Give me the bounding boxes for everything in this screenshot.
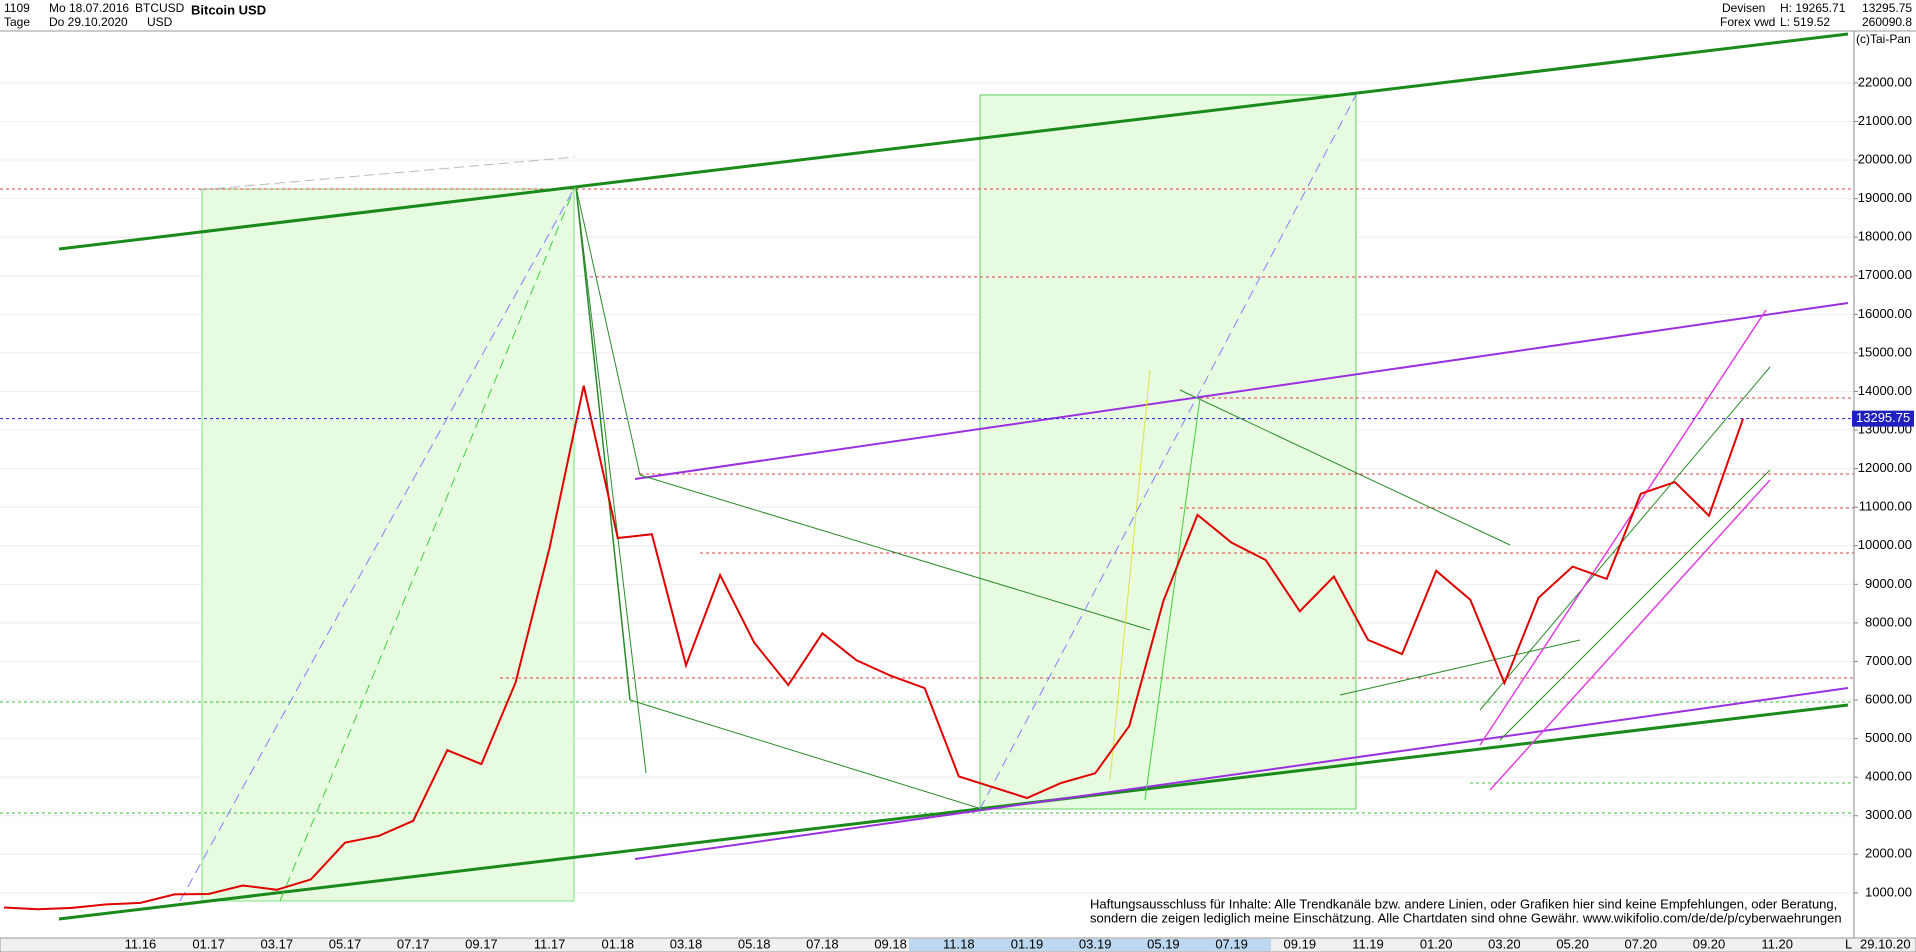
x-tick-label: 01.18 xyxy=(602,936,635,951)
market: Devisen xyxy=(1722,1,1765,15)
y-tick-label: 1000.00 xyxy=(1865,884,1912,899)
x-tick-label: 09.20 xyxy=(1693,936,1726,951)
y-tick-label: 4000.00 xyxy=(1865,769,1912,784)
box xyxy=(201,188,575,902)
y-tick-label: 3000.00 xyxy=(1865,807,1912,822)
volume: 260090.8 xyxy=(1862,15,1912,29)
trend-line xyxy=(634,687,1849,860)
trend-line xyxy=(58,703,1849,921)
y-tick-label: 10000.00 xyxy=(1858,537,1912,552)
trend-line xyxy=(279,186,576,902)
period[interactable]: Tage xyxy=(4,15,30,29)
trend-line xyxy=(634,302,1849,480)
y-tick-label: 16000.00 xyxy=(1858,306,1912,321)
trend-line xyxy=(1489,479,1771,791)
trend-line xyxy=(639,474,1151,631)
trend-line xyxy=(629,699,986,811)
x-tick-label: 03.18 xyxy=(670,936,703,951)
trend-line xyxy=(1339,639,1581,696)
x-tick-label: 03.17 xyxy=(261,936,294,951)
y-tick-label: 17000.00 xyxy=(1858,267,1912,282)
trend-line xyxy=(1144,397,1201,801)
trend-line xyxy=(1479,366,1771,711)
last-price: 13295.75 xyxy=(1862,1,1912,15)
last-price-label: 13295.75 xyxy=(1856,410,1910,425)
start-date: Mo 18.07.2016 xyxy=(49,1,129,15)
price-line xyxy=(3,385,1745,911)
x-tick-label: 01.17 xyxy=(192,936,225,951)
high: H: 19265.71 xyxy=(1780,1,1846,15)
x-tick-label: 03.19 xyxy=(1079,936,1112,951)
x-tick-label: 11.16 xyxy=(125,936,157,951)
x-tick-label: 03.20 xyxy=(1488,936,1521,951)
trend-line xyxy=(979,94,1357,810)
trend-line xyxy=(1499,469,1771,741)
levels xyxy=(0,188,1854,814)
x-tick-label: 11.20 xyxy=(1761,936,1793,951)
last-price-box xyxy=(1852,410,1914,427)
y-tick-label: 6000.00 xyxy=(1865,691,1912,706)
x-tick-label: 09.17 xyxy=(465,936,498,951)
y-tick-label: 22000.00 xyxy=(1858,74,1912,89)
trend-line xyxy=(1479,309,1767,746)
x-tick-label: 01.20 xyxy=(1420,936,1453,951)
low: L: 519.52 xyxy=(1780,15,1830,29)
end-date: Do 29.10.2020 xyxy=(49,15,128,29)
y-tick-label: 18000.00 xyxy=(1858,229,1912,244)
x-tick-label: 09.19 xyxy=(1284,936,1317,951)
y-tick-label: 9000.00 xyxy=(1865,576,1912,591)
bar-count[interactable]: 1109 xyxy=(4,1,30,15)
trend-line xyxy=(1179,389,1511,546)
trend-line xyxy=(1109,369,1151,781)
x-tick-label: 11.18 xyxy=(943,936,975,951)
y-tick-label: 8000.00 xyxy=(1865,614,1912,629)
x-tick-label: 05.17 xyxy=(329,936,362,951)
chart-title: Bitcoin USD xyxy=(191,2,266,17)
x-tick-label: 07.20 xyxy=(1625,936,1658,951)
x-tick-label: 05.20 xyxy=(1556,936,1589,951)
time-highlight xyxy=(909,939,1271,951)
trend-line xyxy=(575,186,631,701)
y-tick-label: 20000.00 xyxy=(1858,151,1912,166)
trend-line xyxy=(199,156,576,191)
symbol: BTCUSD xyxy=(135,1,185,15)
x-tick-label: 05.18 xyxy=(738,936,771,951)
y-tick-label: 14000.00 xyxy=(1858,383,1912,398)
y-tick-label: 11000.00 xyxy=(1859,499,1912,514)
header-bar xyxy=(0,0,1916,31)
trend-line xyxy=(179,186,576,902)
disclaimer: Haftungsausschluss für Inhalte: Alle Tre… xyxy=(1090,896,1837,911)
axis-mode[interactable]: L xyxy=(1845,936,1852,951)
source: Forex vwd xyxy=(1720,15,1775,29)
x-tick-label: 01.19 xyxy=(1011,936,1044,951)
currency: USD xyxy=(147,15,173,29)
y-tick-label: 15000.00 xyxy=(1858,344,1912,359)
x-tick-label: 09.18 xyxy=(874,936,907,951)
y-tick-label: 7000.00 xyxy=(1865,653,1912,668)
disclaimer: sondern die zeigen lediglich meine Einsc… xyxy=(1090,910,1842,925)
copyright: (c)Tai-Pan xyxy=(1856,32,1911,46)
current-date: 29.10.20 xyxy=(1860,936,1911,951)
x-tick-label: 11.19 xyxy=(1352,936,1384,951)
y-tick-label: 21000.00 xyxy=(1858,113,1912,128)
y-tick-label: 2000.00 xyxy=(1865,846,1912,861)
x-tick-label: 05.19 xyxy=(1147,936,1180,951)
x-tick-label: 11.17 xyxy=(534,936,566,951)
x-tick-label: 07.19 xyxy=(1215,936,1248,951)
y-tick-label: 5000.00 xyxy=(1865,730,1912,745)
y-tick-label: 19000.00 xyxy=(1858,190,1912,205)
x-tick-label: 07.18 xyxy=(806,936,839,951)
x-tick-label: 07.17 xyxy=(397,936,430,951)
trend-line xyxy=(575,186,647,774)
trend-line xyxy=(58,32,1849,251)
trend-line xyxy=(575,186,641,476)
y-tick-label: 12000.00 xyxy=(1858,460,1912,475)
